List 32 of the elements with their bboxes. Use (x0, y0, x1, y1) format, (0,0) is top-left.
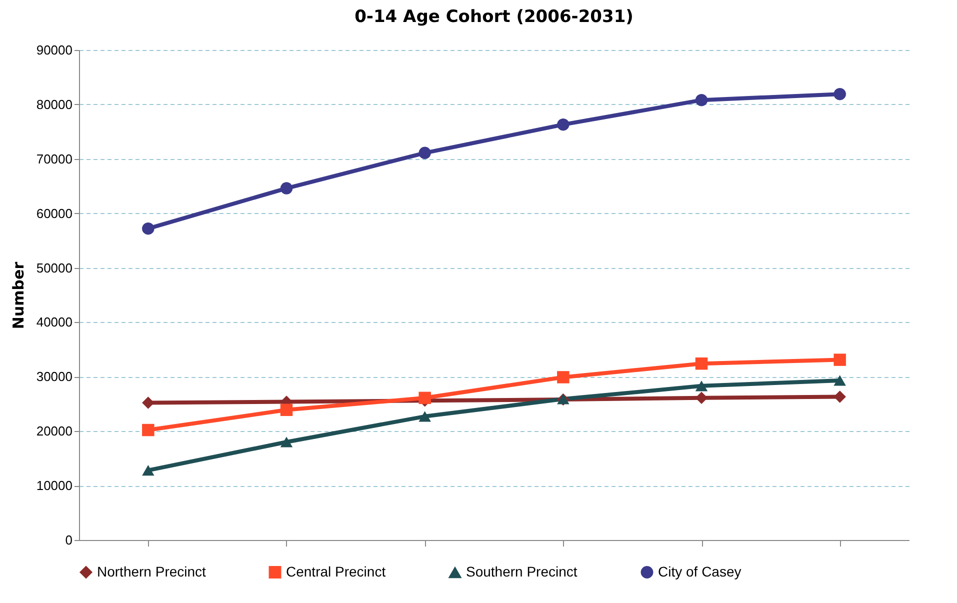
y-tick-label: 30000 (36, 369, 72, 384)
point (695, 357, 708, 370)
point (280, 182, 293, 194)
point (834, 88, 846, 100)
legend-label: City of Casey (658, 563, 742, 580)
y-tick-label: 10000 (36, 478, 72, 494)
y-tick-label: 70000 (36, 151, 72, 166)
y-tick-label: 90000 (36, 42, 72, 58)
point (695, 380, 708, 392)
y-tick-label: 50000 (36, 260, 72, 276)
chart-title: 0-14 Age Cohort (2006-2031) (354, 7, 634, 27)
point (418, 411, 431, 422)
point (834, 375, 846, 386)
point (557, 371, 570, 384)
point (142, 222, 154, 235)
y-tick-label: 80000 (36, 96, 72, 112)
point (557, 118, 570, 131)
point (142, 424, 154, 436)
legend-label: Northern Precinct (97, 563, 206, 580)
point (280, 436, 293, 448)
legend-label: Southern Precinct (466, 564, 578, 580)
y-tick-label: 0 (65, 532, 72, 548)
point (834, 354, 846, 366)
y-tick-label: 40000 (36, 314, 72, 330)
point (418, 146, 431, 160)
point (280, 404, 293, 416)
point (695, 94, 708, 106)
y-axis-title: Number (9, 261, 28, 330)
y-tick-label: 20000 (36, 424, 72, 439)
legend-label: Central Precinct (286, 563, 386, 580)
y-tick-label: 60000 (36, 206, 72, 221)
point (142, 465, 154, 476)
